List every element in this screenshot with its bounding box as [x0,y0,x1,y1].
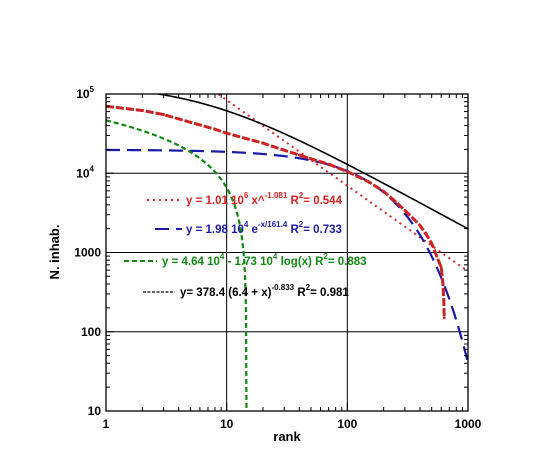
data-point [225,131,229,135]
x-tick-label: 1 [103,417,110,431]
legend-entry: y = 1.98 104 e-x/161.4 R2= 0.733 [186,220,342,236]
data-point [382,190,386,193]
data-point [403,208,407,212]
data-series [106,104,446,320]
y-tick-label: 1000 [74,246,101,260]
data-line [106,104,446,318]
data-point [367,180,370,184]
data-point [418,223,422,227]
data-point [140,109,144,112]
fit-curve-logarithmic [106,119,248,411]
data-point [424,232,428,236]
x-tick-label: 10 [220,417,234,431]
y-axis-label: N. inhab. [47,225,62,280]
data-point [213,127,217,131]
legend-entry: y= 378.4 (6.4 + x)-0.833 R2= 0.981 [180,283,349,299]
data-point [411,216,415,220]
data-point [246,137,250,141]
fit-curves [106,94,468,411]
data-point [435,254,439,258]
x-tick-label: 100 [337,417,357,431]
data-point [430,242,434,245]
fit-curve-shifted-power-law [153,94,468,230]
data-point [162,113,165,116]
fit-legend: y = 1.01 106 x^-1.081 R2= 0.544 y = 1.98 … [124,191,367,299]
x-tick-label: 1000 [455,417,482,431]
legend-entry: y = 4.64 104 - 1.73 104 log(x) R2= 0.883 [162,252,367,268]
data-point [282,148,286,152]
y-tick-label: 100 [81,325,101,339]
data-point [188,120,192,124]
y-tick-label: 104 [76,164,94,180]
data-point [345,170,349,173]
grid-lines [106,94,468,411]
data-point [261,141,265,145]
fit-curve-exponential [106,148,468,364]
y-tick-label: 105 [76,85,94,101]
data-point [327,162,331,166]
data-point [442,316,446,320]
legend-entry: y = 1.01 106 x^-1.081 R2= 0.544 [186,191,343,207]
data-point [442,298,446,302]
data-point [393,200,397,203]
data-point [309,157,313,161]
y-tick-label: 10 [88,404,102,418]
data-point [297,153,301,157]
x-axis-label: rank [273,429,301,444]
data-point [441,282,445,286]
data-point [439,265,443,269]
